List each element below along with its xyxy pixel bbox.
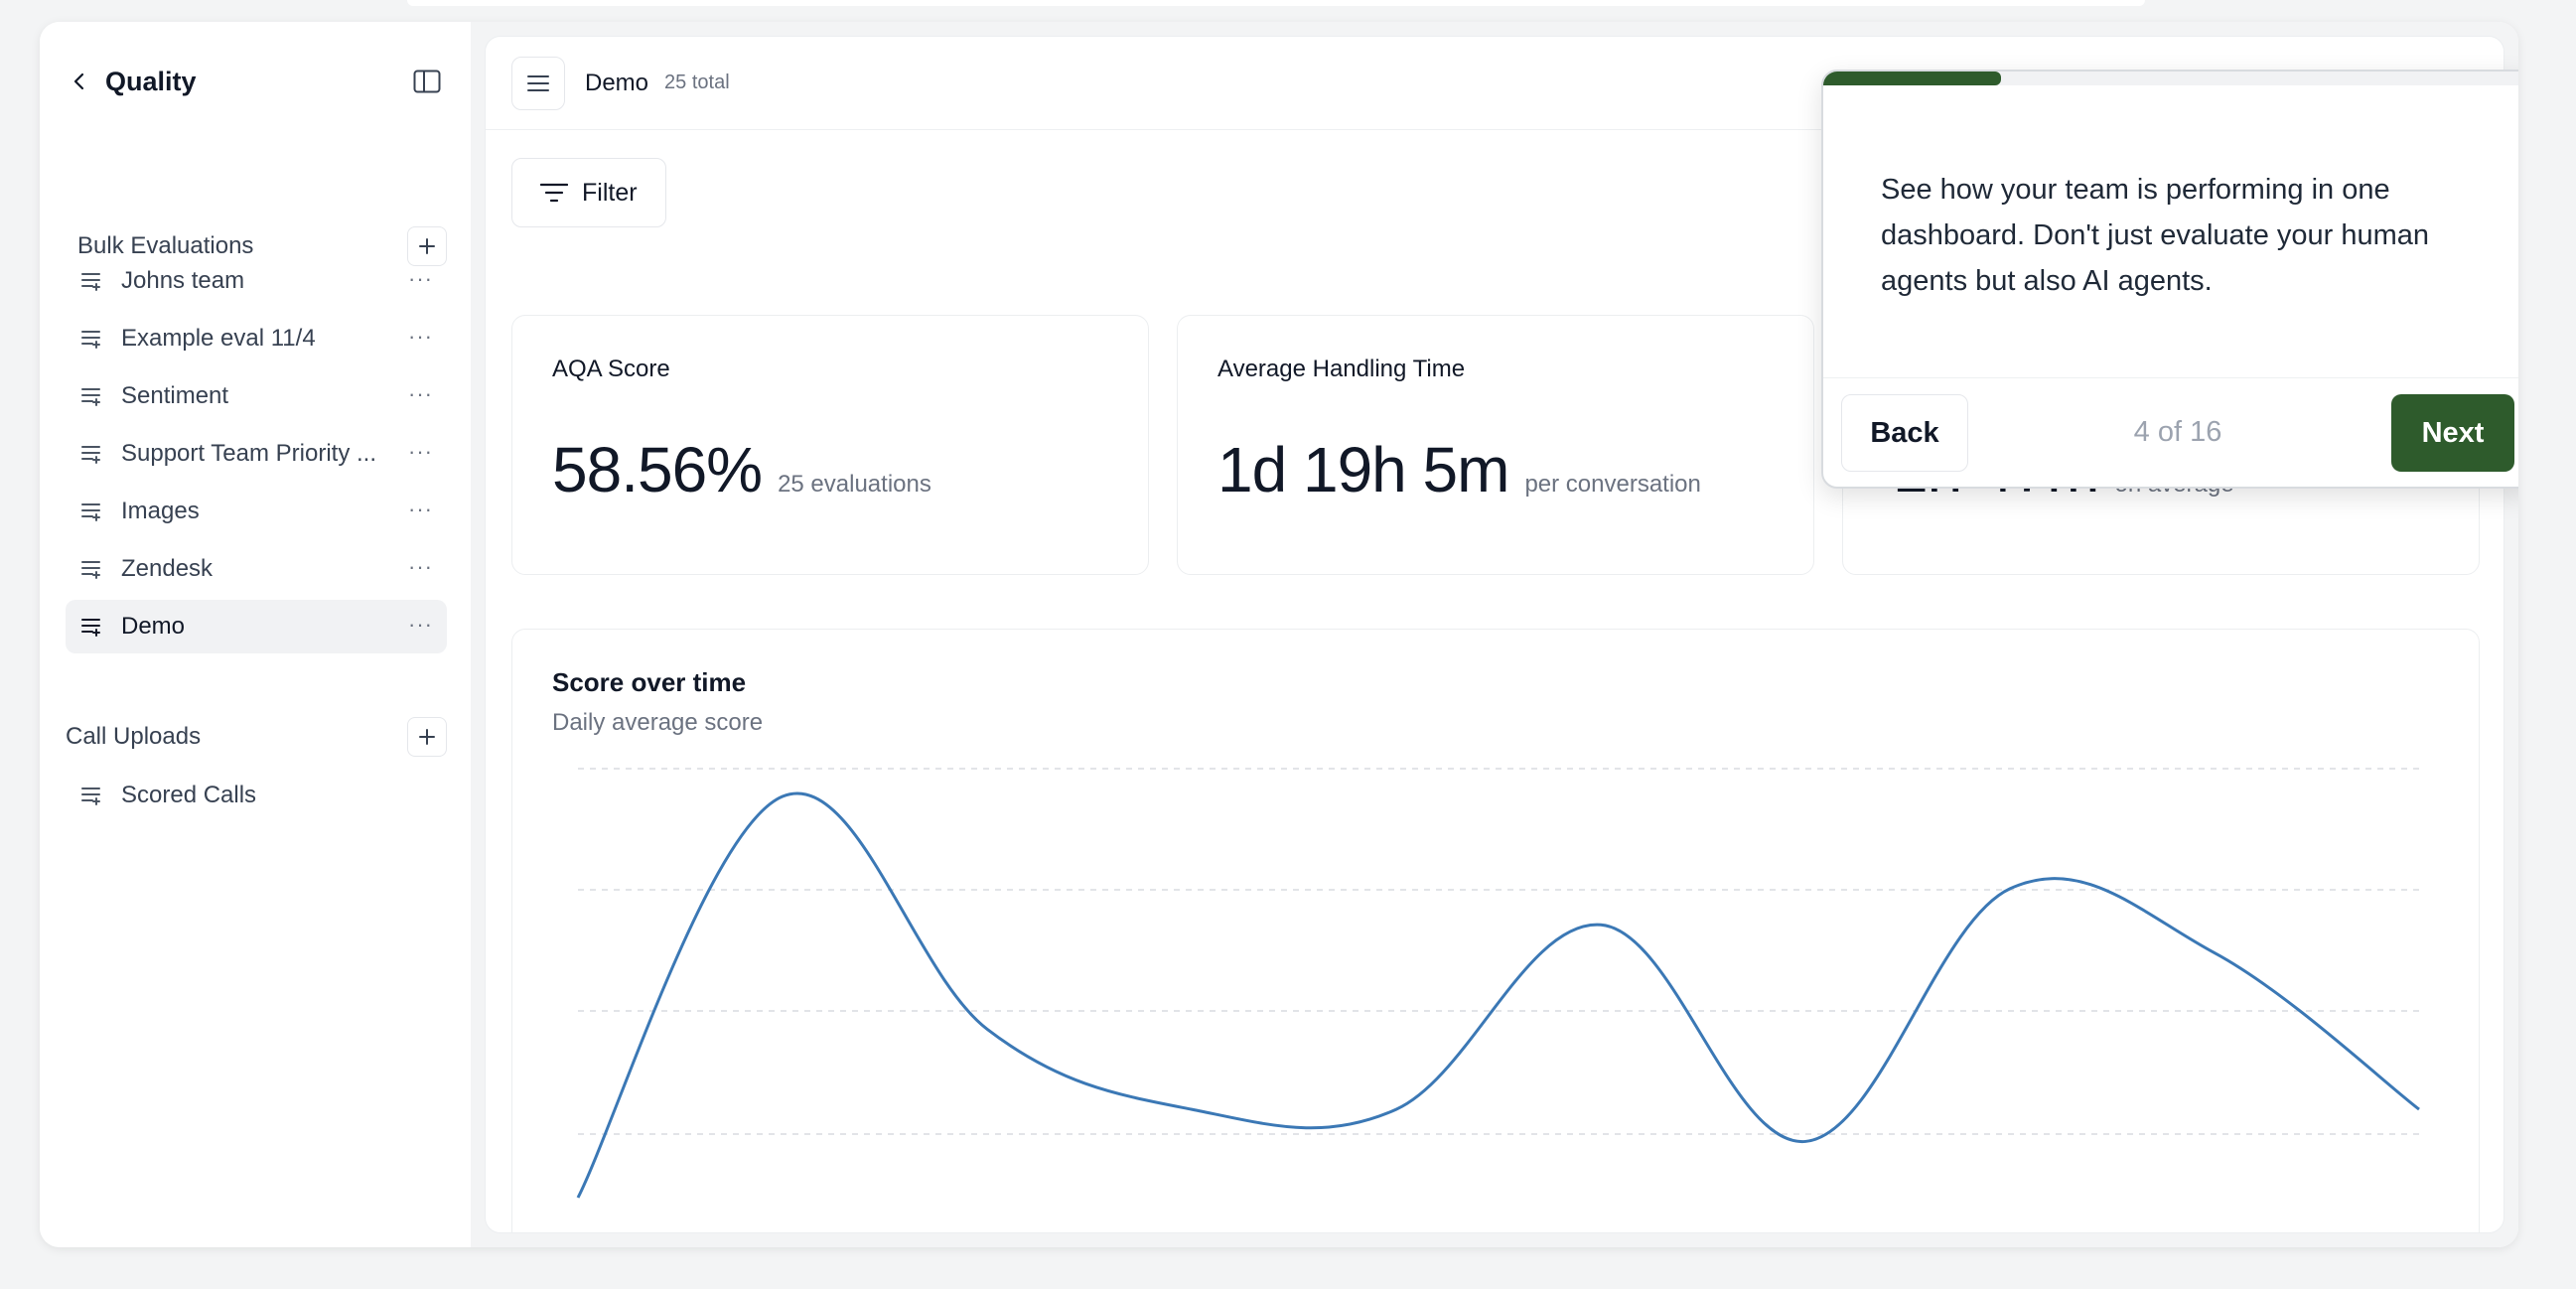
sidebar-item-label: Demo [121,613,186,640]
metric-value: 1d 19h 5m [1217,434,1509,505]
filter-button[interactable]: Filter [511,158,666,227]
menu-icon [527,74,549,91]
sidebar-item-scored-calls[interactable]: Scored Calls [66,769,447,822]
tour-back-button[interactable]: Back [1841,394,1968,472]
chevron-left-icon[interactable] [66,68,93,95]
tour-text: See how your team is performing in one d… [1881,174,2430,297]
data-point[interactable] [773,787,792,806]
list-icon [81,557,105,581]
list-icon [81,615,105,639]
metric-sub: 25 evaluations [778,471,931,498]
list-icon [81,500,105,523]
sidebar-item-label: Zendesk [121,555,214,582]
list-icon [81,442,105,466]
sidebar-item-demo[interactable]: Demo ··· [66,600,447,653]
more-options-icon[interactable]: ··· [408,612,433,637]
section-label: Call Uploads [66,723,202,750]
metric-card-aqa-score: AQA Score 58.56% 25 evaluations [511,315,1149,575]
more-options-icon[interactable]: ··· [408,381,433,406]
list-icon [81,269,105,293]
sidebar-item-label: Example eval 11/4 [121,325,316,352]
metric-card-handling-time: Average Handling Time 1d 19h 5m per conv… [1177,315,1814,575]
section-label: Bulk Evaluations [77,232,254,259]
data-point[interactable] [1795,1131,1815,1151]
page-title: Demo [585,69,649,96]
metric-title: AQA Score [552,356,670,382]
main-panel: Demo 25 total Filter AQA Score 58.56% 25… [485,36,2504,1233]
bulk-evaluations-list: Johns team ··· Example eval 11/4 ··· Sen… [66,254,447,657]
list-icon [81,384,105,408]
data-point[interactable] [1386,1099,1406,1119]
section-bulk-evaluations: Bulk Evaluations [77,226,447,266]
tour-footer: Back 4 of 16 Next [1823,377,2518,487]
sidebar-title: Quality [105,66,197,96]
sidebar-item-label: Images [121,498,200,524]
chart-subtitle: Daily average score [552,709,764,736]
tour-next-button[interactable]: Next [2391,394,2514,472]
section-call-uploads: Call Uploads [66,717,447,757]
list-icon [81,784,105,807]
sidebar-item-example-eval[interactable]: Example eval 11/4 ··· [66,312,447,365]
sidebar-item-sentiment[interactable]: Sentiment ··· [66,369,447,423]
tour-popover: See how your team is performing in one d… [1821,70,2518,489]
more-options-icon[interactable]: ··· [408,324,433,349]
metric-title: Average Handling Time [1217,356,1466,382]
score-over-time-card: Score over time Daily average score [511,629,2480,1232]
score-line-chart [568,768,2429,1208]
topbar: Demo 25 total [486,37,2504,130]
more-options-icon[interactable]: ··· [408,554,433,579]
menu-button[interactable] [511,56,565,110]
series-line [576,791,2420,1199]
sidebar-item-label: Johns team [121,267,245,294]
more-options-icon[interactable]: ··· [408,497,433,521]
more-options-icon[interactable]: ··· [408,266,433,291]
data-point[interactable] [568,1188,588,1208]
call-uploads-list: Scored Calls [66,769,447,826]
add-call-upload-button[interactable] [407,717,447,757]
sidebar-item-johns-team[interactable]: Johns team ··· [66,254,447,308]
data-point[interactable] [977,1019,997,1039]
tour-progress-fill [1823,72,2001,85]
data-point[interactable] [1591,915,1611,934]
chart-title: Score over time [552,667,747,697]
plus-icon [419,729,435,745]
list-icon [81,327,105,351]
sidebar-item-support-team-priority[interactable]: Support Team Priority ... ··· [66,427,447,481]
sidebar-header: Quality [66,62,443,101]
sidebar-item-images[interactable]: Images ··· [66,485,447,538]
top-strip [407,0,2145,6]
sidebar-item-label: Sentiment [121,382,229,409]
sidebar-item-label: Scored Calls [121,782,257,808]
sidebar-panel-icon[interactable] [411,66,443,97]
more-options-icon[interactable]: ··· [408,439,433,464]
metric-value: 58.56% [552,434,763,505]
add-bulk-evaluation-button[interactable] [407,226,447,266]
total-count: 25 total [664,72,730,93]
data-point[interactable] [2000,879,2020,899]
app-window: Quality Bulk Evaluations Johns team ··· … [40,22,2518,1247]
data-point[interactable] [1182,1099,1202,1119]
filter-icon [540,183,568,203]
data-point[interactable] [2409,1099,2429,1119]
data-point[interactable] [2205,943,2224,963]
metric-sub: per conversation [1524,471,1701,498]
sidebar: Quality Bulk Evaluations Johns team ··· … [40,22,471,1247]
tour-progress-track [1823,72,2518,85]
filter-label: Filter [582,178,638,207]
sidebar-item-label: Support Team Priority ... [121,440,376,467]
plus-icon [419,238,435,254]
sidebar-item-zendesk[interactable]: Zendesk ··· [66,542,447,596]
